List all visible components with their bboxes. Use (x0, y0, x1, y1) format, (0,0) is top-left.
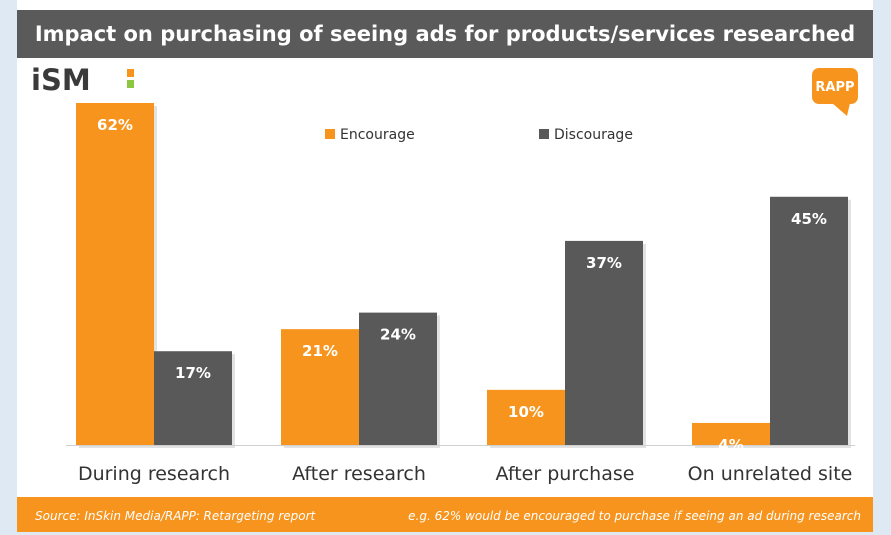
category-label-3: On unrelated site (688, 463, 853, 485)
rapp-logo: RAPP (812, 68, 858, 116)
source-note: Source: InSkin Media/RAPP: Retargeting r… (35, 509, 316, 523)
data-label-discourage-2: 37% (586, 254, 622, 272)
category-label-0: During research (78, 463, 230, 485)
bar-discourage-0 (154, 351, 232, 445)
example-note: e.g. 62% would be encouraged to purchase… (408, 509, 861, 523)
category-label-1: After research (292, 463, 426, 485)
category-label-2: After purchase (496, 463, 635, 485)
bar-discourage-3 (770, 196, 848, 445)
bar-encourage-2 (487, 389, 565, 445)
data-label-discourage-0: 17% (175, 364, 211, 382)
bar-discourage-2 (565, 240, 643, 445)
bar-chart: 62% 17% During research 21% 24% After researc… (66, 103, 855, 485)
legend-swatch-encourage (325, 129, 335, 139)
ism-logo: iSM (31, 65, 134, 95)
ism-logo-text: iSM (31, 65, 91, 95)
chart-frame: Impact on purchasing of seeing ads for p… (17, 0, 873, 532)
data-label-encourage-2: 10% (508, 403, 544, 421)
legend-label-encourage: Encourage (340, 127, 415, 143)
data-label-encourage-3: 4% (718, 436, 743, 454)
footer-bar: Source: InSkin Media/RAPP: Retargeting r… (17, 497, 873, 532)
data-label-encourage-1: 21% (302, 342, 338, 360)
bar-encourage-3 (692, 422, 770, 445)
legend-swatch-discourage (539, 129, 549, 139)
bar-encourage-1 (281, 329, 359, 445)
data-label-encourage-0: 62% (97, 116, 133, 134)
data-label-discourage-3: 45% (791, 210, 827, 228)
bar-encourage-0 (76, 103, 154, 445)
bar-discourage-1 (359, 312, 437, 445)
rapp-logo-text: RAPP (815, 80, 854, 95)
data-label-discourage-1: 24% (380, 326, 416, 344)
legend-label-discourage: Discourage (554, 127, 633, 143)
chart-title: Impact on purchasing of seeing ads for p… (17, 10, 873, 58)
